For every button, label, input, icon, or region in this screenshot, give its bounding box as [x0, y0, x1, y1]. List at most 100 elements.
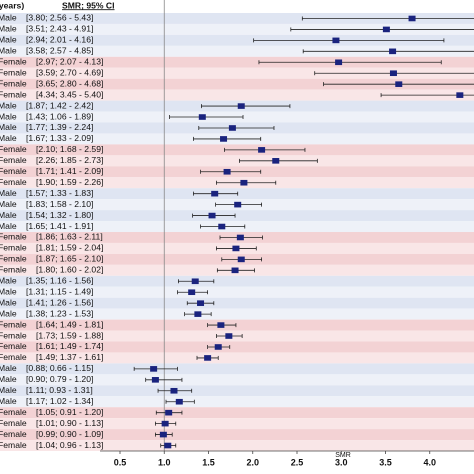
x-axis-label: SMR	[335, 452, 351, 459]
row-interval: [1.04; 0.96 - 1.13]	[36, 440, 103, 450]
row-interval: [2.10; 1.68 - 2.59]	[36, 144, 103, 154]
row-interval: [1.80; 1.60 - 2.02]	[36, 265, 103, 275]
row-interval: [2.97; 2.07 - 4.13]	[36, 57, 103, 67]
row-interval: [1.87; 1.65 - 2.10]	[36, 254, 103, 264]
estimate-marker	[194, 311, 202, 317]
row-group: Female	[0, 341, 27, 351]
x-tick-label: 3.0	[335, 457, 348, 467]
row-interval: [3.51; 2.43 - 4.91]	[26, 24, 93, 34]
row-band	[0, 374, 474, 386]
row-interval: [1.81; 1.59 - 2.04]	[36, 243, 103, 253]
row-group: Female	[0, 429, 27, 439]
estimate-marker	[231, 267, 239, 274]
estimate-marker	[198, 114, 206, 120]
row-interval: [1.54; 1.32 - 1.80]	[26, 210, 93, 220]
row-interval: [1.38; 1.23 - 1.53]	[26, 308, 93, 318]
row-group: Male	[0, 199, 17, 209]
estimate-marker	[175, 398, 183, 405]
estimate-marker	[211, 190, 219, 197]
row-interval: [0.99; 0.90 - 1.09]	[36, 429, 103, 439]
row-group: Male	[0, 24, 17, 34]
estimate-marker	[232, 245, 240, 252]
row-interval: [1.64; 1.49 - 1.81]	[36, 319, 103, 329]
row-interval: [3.65; 2.80 - 4.68]	[36, 78, 103, 88]
row-interval: [1.77; 1.39 - 2.24]	[26, 122, 93, 132]
row-band	[0, 297, 474, 309]
row-interval: [4.34; 3.45 - 5.40]	[36, 89, 103, 99]
estimate-marker	[188, 289, 196, 296]
estimate-marker	[165, 409, 173, 416]
row-band	[0, 319, 474, 331]
row-interval: [2.94; 2.01 - 4.16]	[26, 35, 93, 45]
row-group: Male	[0, 111, 17, 121]
row-band	[0, 407, 474, 419]
header-left: (years)	[0, 0, 24, 10]
row-band	[0, 23, 474, 35]
row-interval: [1.57; 1.33 - 1.83]	[26, 188, 93, 198]
row-interval: [1.87; 1.42 - 2.42]	[26, 100, 93, 110]
estimate-marker	[228, 125, 236, 131]
estimate-marker	[151, 377, 159, 383]
row-interval: [1.17; 1.02 - 1.34]	[26, 396, 93, 406]
estimate-marker	[258, 147, 266, 153]
row-interval: [1.49; 1.37 - 1.61]	[36, 352, 103, 362]
estimate-marker	[223, 168, 231, 175]
row-band	[0, 89, 474, 101]
estimate-marker	[237, 103, 245, 109]
row-band	[0, 385, 474, 397]
estimate-marker	[389, 48, 397, 55]
row-interval: [0.88; 0.66 - 1.15]	[26, 363, 93, 373]
row-interval: [1.41; 1.26 - 1.56]	[26, 297, 93, 307]
row-band	[0, 429, 474, 441]
row-interval: [1.86; 1.63 - 2.11]	[36, 232, 103, 242]
estimate-marker	[272, 158, 280, 164]
row-interval: [1.31; 1.15 - 1.49]	[26, 286, 93, 296]
row-band	[0, 78, 474, 90]
x-tick-label: 2.5	[291, 457, 304, 467]
row-interval: [3.59; 2.70 - 4.69]	[36, 67, 103, 77]
row-group: Female	[0, 319, 27, 329]
row-group: Male	[0, 210, 17, 220]
estimate-marker	[234, 201, 242, 208]
row-interval: [1.83; 1.58 - 2.10]	[26, 199, 93, 209]
x-tick-label: 4.0	[423, 457, 436, 467]
x-tick-label: 2.0	[246, 457, 259, 467]
estimate-marker	[332, 37, 340, 44]
estimate-marker	[240, 179, 248, 186]
row-interval: [3.80; 2.56 - 5.43]	[26, 13, 93, 23]
row-band	[0, 13, 474, 24]
row-group: Male	[0, 308, 17, 318]
row-group: Male	[0, 13, 17, 23]
estimate-marker	[456, 92, 464, 98]
row-interval: [2.26; 1.85 - 2.73]	[36, 155, 103, 165]
row-band	[0, 275, 474, 287]
row-group: Female	[0, 89, 27, 99]
estimate-marker	[237, 256, 245, 263]
row-group: Male	[0, 133, 17, 143]
row-interval: [1.71; 1.41 - 2.09]	[36, 166, 103, 176]
row-group: Female	[0, 78, 27, 88]
estimate-marker	[225, 333, 233, 339]
row-group: Female	[0, 232, 27, 242]
header-right: SMR; 95% CI	[62, 0, 115, 10]
row-group: Male	[0, 100, 17, 110]
row-group: Male	[0, 385, 17, 395]
row-group: Female	[0, 166, 27, 176]
row-interval: [1.01; 0.90 - 1.13]	[36, 418, 103, 428]
row-interval: [1.67; 1.33 - 2.09]	[26, 133, 93, 143]
row-band	[0, 56, 474, 68]
row-group: Male	[0, 286, 17, 296]
row-group: Male	[0, 297, 17, 307]
row-interval: [1.35; 1.16 - 1.56]	[26, 276, 93, 286]
estimate-marker	[208, 212, 216, 219]
row-interval: [1.61; 1.49 - 1.74]	[36, 341, 103, 351]
estimate-marker	[214, 344, 222, 350]
row-group: Female	[0, 352, 27, 362]
row-group: Female	[0, 177, 27, 187]
estimate-marker	[159, 431, 167, 438]
row-interval: [1.65; 1.41 - 1.91]	[26, 221, 93, 231]
row-group: Male	[0, 188, 17, 198]
estimate-marker	[170, 387, 178, 394]
row-group: Male	[0, 374, 17, 384]
